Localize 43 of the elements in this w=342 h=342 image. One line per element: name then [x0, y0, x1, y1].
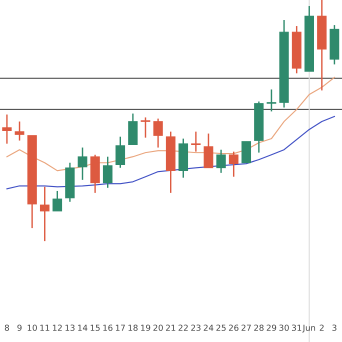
x-tick-label: 28 — [254, 324, 264, 331]
x-tick-label: 19 — [141, 324, 150, 331]
candlestick — [40, 186, 50, 242]
x-tick-label: 24 — [204, 324, 214, 331]
candlestick — [140, 116, 150, 138]
x-tick-label: 21 — [166, 324, 176, 331]
x-tick-label: 25 — [216, 324, 226, 331]
candlestick — [116, 136, 126, 169]
candlestick — [2, 114, 12, 144]
x-tick-label: 20 — [153, 324, 163, 331]
x-tick-label: 30 — [279, 324, 289, 331]
x-tick-label: 15 — [90, 324, 100, 331]
x-tick-label: 10 — [28, 324, 37, 331]
x-tick-label: 14 — [78, 324, 88, 331]
x-tick-label: 17 — [116, 324, 125, 331]
candlestick — [52, 190, 62, 212]
candlestick — [266, 88, 276, 112]
candlestick — [216, 149, 226, 174]
candlestick — [102, 156, 112, 189]
x-tick-label: 26 — [228, 324, 238, 331]
x-tick-label: 23 — [191, 324, 201, 331]
x-tick-label: 9 — [17, 324, 22, 331]
x-tick-label: 16 — [103, 324, 112, 331]
x-tick-label: 31 — [292, 324, 302, 331]
x-tick-label: Jun — [302, 324, 316, 332]
x-tick-label: 12 — [52, 324, 62, 331]
candlestick — [242, 141, 252, 164]
x-tick-label: 2 — [320, 324, 324, 331]
x-tick-label: 18 — [128, 324, 138, 331]
candlestick — [191, 130, 201, 152]
x-tick-label: 29 — [266, 324, 276, 331]
candlestick — [78, 146, 88, 181]
candlestick — [228, 150, 238, 178]
candlestick — [128, 112, 138, 146]
candlestick — [153, 118, 163, 148]
x-tick-label: 11 — [40, 324, 50, 331]
x-tick-label: 22 — [178, 324, 188, 331]
x-tick-label: 3 — [332, 324, 336, 331]
x-tick-label: 8 — [4, 324, 10, 331]
candlestick — [204, 132, 214, 169]
candlestick — [14, 120, 24, 142]
x-tick-label: 13 — [66, 324, 75, 331]
x-tick-label: 27 — [242, 324, 251, 331]
